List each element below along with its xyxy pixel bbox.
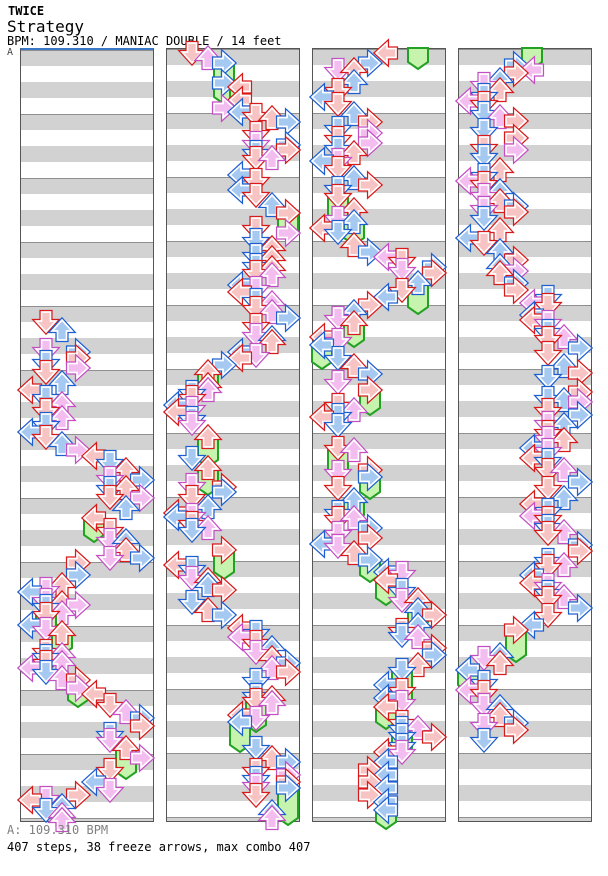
chart-panel-1 xyxy=(20,48,154,822)
song-title: Strategy xyxy=(7,17,85,36)
chart-panel-2 xyxy=(166,48,300,822)
footer-summary: 407 steps, 38 freeze arrows, max combo 4… xyxy=(7,840,311,854)
section-marker-label: A xyxy=(7,47,14,58)
chart-panel-3 xyxy=(312,48,446,822)
footer-section-bpm: A: 109.310 BPM xyxy=(7,823,109,837)
chart-panel-4 xyxy=(458,48,592,822)
chart-meta: BPM: 109.310 / MANIAC DOUBLE / 14 feet xyxy=(7,34,282,48)
song-group: TWICE xyxy=(8,4,45,18)
